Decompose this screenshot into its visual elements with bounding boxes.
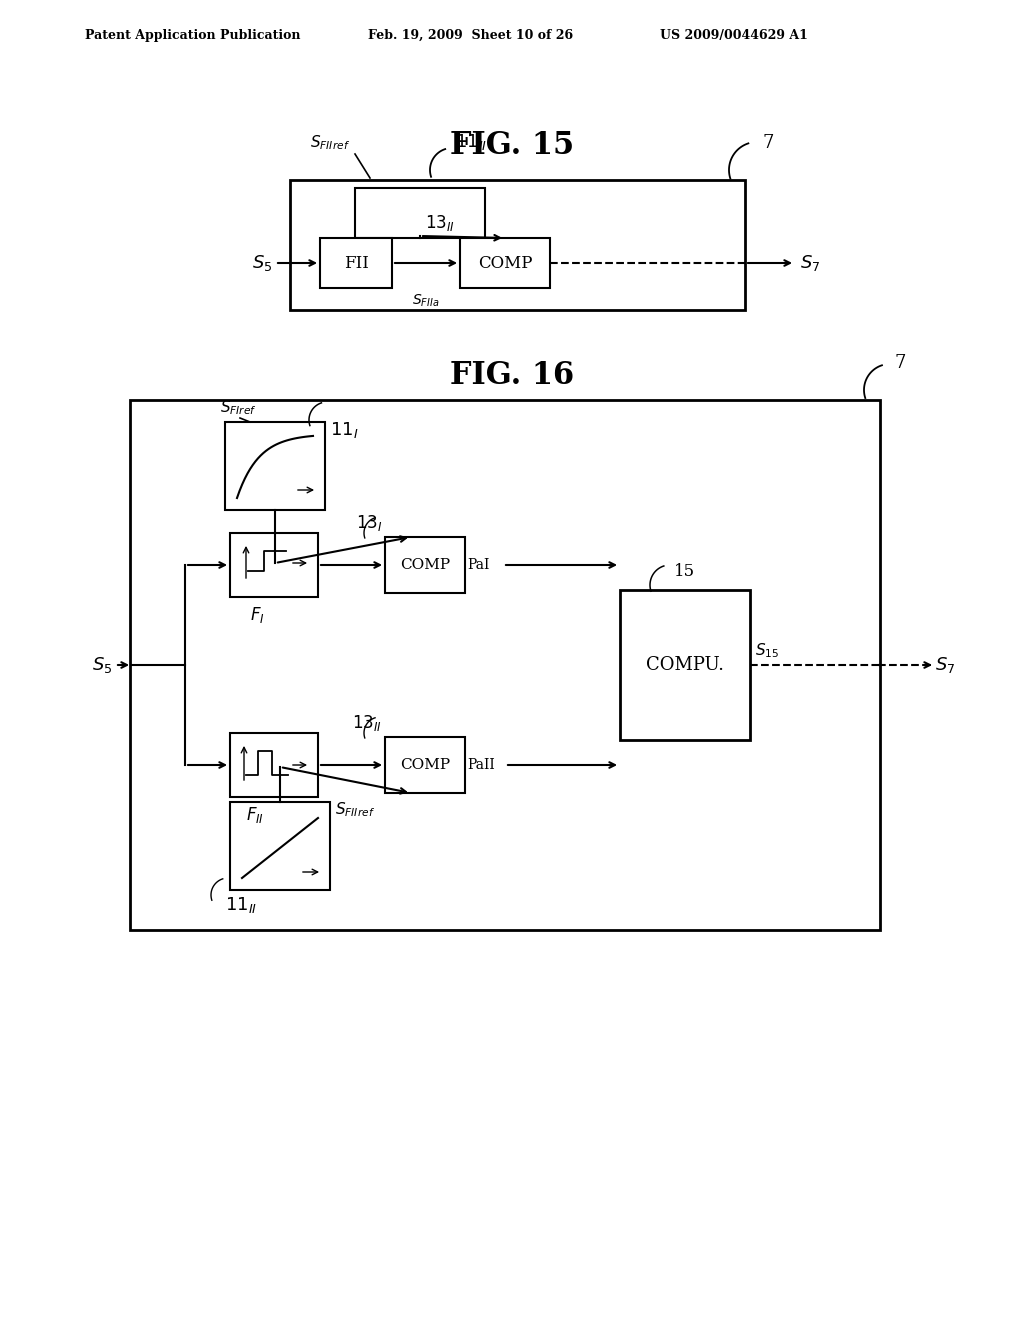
Bar [130, 400, 880, 931]
Text: 15: 15 [675, 564, 695, 579]
Text: $S_{FIIa}$: $S_{FIIa}$ [413, 293, 439, 309]
Text: $S_{FIIref}$: $S_{FIIref}$ [335, 800, 375, 818]
Text: $S_{FIref}$: $S_{FIref}$ [220, 399, 257, 417]
Text: COMPU.: COMPU. [646, 656, 724, 675]
Text: PaI: PaI [467, 558, 489, 572]
Bar [385, 737, 465, 793]
Text: US 2009/0044629 A1: US 2009/0044629 A1 [660, 29, 808, 41]
Text: COMP: COMP [400, 758, 451, 772]
Bar [225, 422, 325, 510]
Text: $13_I$: $13_I$ [355, 513, 382, 533]
Bar [385, 537, 465, 593]
Text: $F_{II}$: $F_{II}$ [246, 805, 264, 825]
Text: $S_7$: $S_7$ [935, 655, 955, 675]
Bar [230, 733, 318, 797]
Text: 7: 7 [763, 135, 774, 152]
Bar [290, 180, 745, 310]
Text: $13_{II}$: $13_{II}$ [352, 713, 382, 733]
Bar [355, 187, 485, 238]
Text: COMP: COMP [478, 255, 532, 272]
Bar [319, 238, 392, 288]
Text: $13_{II}$: $13_{II}$ [425, 213, 455, 234]
Text: $S_{15}$: $S_{15}$ [755, 642, 779, 660]
Bar [620, 590, 750, 741]
Text: FIG. 16: FIG. 16 [450, 359, 574, 391]
Text: $S_7$: $S_7$ [800, 253, 820, 273]
Text: $S_{FIIref}$: $S_{FIIref}$ [310, 133, 350, 152]
Text: COMP: COMP [400, 558, 451, 572]
Text: $F_I$: $F_I$ [250, 605, 264, 624]
Text: $11_{II}$: $11_{II}$ [225, 895, 257, 915]
Text: PaII: PaII [467, 758, 495, 772]
Bar [230, 803, 330, 890]
Text: $S_5$: $S_5$ [252, 253, 272, 273]
Text: $11_I$: $11_I$ [330, 420, 358, 440]
Bar [230, 533, 318, 597]
Text: FII: FII [344, 255, 369, 272]
Bar [460, 238, 550, 288]
Text: $11_{II}$: $11_{II}$ [455, 132, 487, 152]
Text: FIG. 15: FIG. 15 [450, 129, 574, 161]
Text: $S_5$: $S_5$ [91, 655, 112, 675]
Text: 7: 7 [895, 354, 906, 372]
Text: Patent Application Publication: Patent Application Publication [85, 29, 300, 41]
Text: Feb. 19, 2009  Sheet 10 of 26: Feb. 19, 2009 Sheet 10 of 26 [368, 29, 573, 41]
